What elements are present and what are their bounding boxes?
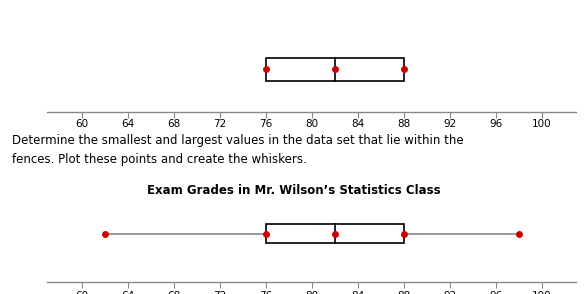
Bar xyxy=(266,58,404,81)
Bar xyxy=(266,224,404,243)
Text: Determine the smallest and largest values in the data set that lie within the
fe: Determine the smallest and largest value… xyxy=(12,134,463,166)
Text: Exam Grades in Mr. Wilson’s Statistics Class: Exam Grades in Mr. Wilson’s Statistics C… xyxy=(147,184,441,197)
